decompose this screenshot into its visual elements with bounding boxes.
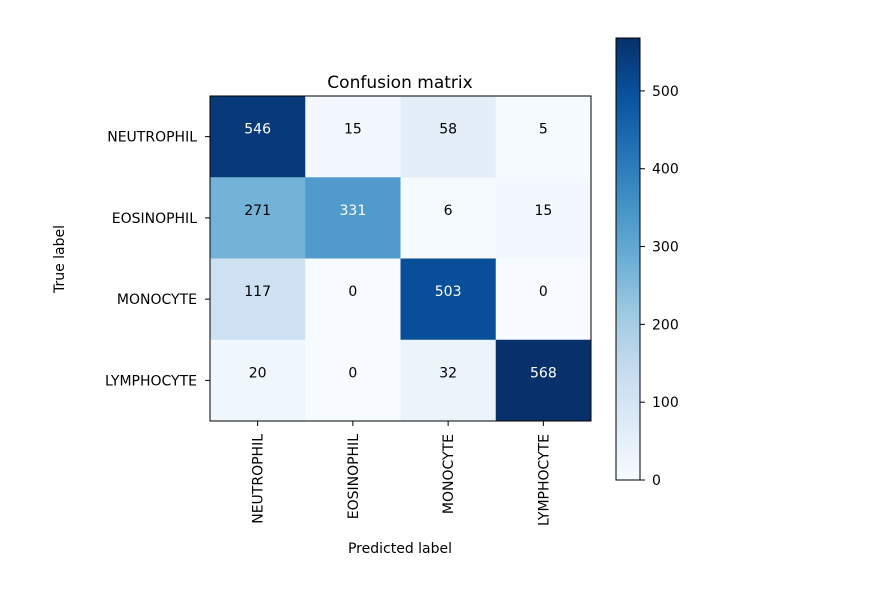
cell-value-label: 117 xyxy=(244,284,271,300)
heatmap-cell xyxy=(495,177,592,259)
heatmap-cell xyxy=(495,258,592,341)
y-tick-label: LYMPHOCYTE xyxy=(105,373,197,389)
heatmap-cell xyxy=(210,96,306,178)
cell-value-label: 5 xyxy=(539,122,548,138)
colorbar xyxy=(615,37,641,481)
y-axis-ticks: NEUTROPHIL EOSINOPHIL MONOCYTE LYMPHOCYTE xyxy=(105,130,210,389)
heatmap-cell xyxy=(400,96,497,178)
cell-value-label: 271 xyxy=(244,203,271,219)
colorbar-tick-label: 0 xyxy=(652,473,661,489)
heatmap-cell xyxy=(400,339,497,422)
chart-title: Confusion matrix xyxy=(327,73,472,93)
x-tick-label: NEUTROPHIL xyxy=(251,434,267,524)
cell-value-label: 0 xyxy=(348,284,357,300)
heatmap-frame xyxy=(209,95,592,422)
heatmap-cell xyxy=(495,96,592,178)
x-tick-label: LYMPHOCYTE xyxy=(536,434,552,526)
heatmap-cells xyxy=(210,96,592,422)
heatmap-cell xyxy=(305,258,401,341)
cell-value-label: 331 xyxy=(340,203,367,219)
cell-value-label: 20 xyxy=(249,365,267,381)
heatmap-cell xyxy=(400,177,497,259)
x-axis-label: Predicted label xyxy=(348,541,452,557)
y-axis-label: True label xyxy=(52,225,68,294)
x-tick-label: EOSINOPHIL xyxy=(346,434,362,519)
cell-value-label: 0 xyxy=(539,284,548,300)
colorbar-tick-label: 400 xyxy=(652,162,679,178)
heatmap-cell xyxy=(210,177,306,259)
heatmap-cell xyxy=(400,258,497,341)
y-tick-label: NEUTROPHIL xyxy=(107,130,197,146)
colorbar-tick-label: 300 xyxy=(652,240,679,256)
colorbar-ticks: 0 100 200 300 400 500 xyxy=(640,84,679,489)
heatmap-cell xyxy=(495,339,592,422)
heatmap-cell-labels: 546 15 58 5 271 331 6 15 117 0 503 0 20 0 32 568 xyxy=(244,122,556,382)
colorbar-tick-label: 100 xyxy=(652,395,679,411)
heatmap-cell xyxy=(305,96,401,178)
cell-value-label: 6 xyxy=(444,203,453,219)
cell-value-label: 503 xyxy=(435,284,462,300)
x-axis-ticks: NEUTROPHIL EOSINOPHIL MONOCYTE LYMPHOCYTE xyxy=(251,421,552,526)
cell-value-label: 58 xyxy=(439,122,457,138)
y-tick-label: MONOCYTE xyxy=(117,292,197,308)
heatmap-cell xyxy=(305,177,401,259)
heatmap-cell xyxy=(210,339,306,422)
x-tick-label: MONOCYTE xyxy=(441,434,457,514)
cell-value-label: 568 xyxy=(530,365,557,381)
cell-value-label: 546 xyxy=(244,122,271,138)
cell-value-label: 15 xyxy=(534,203,552,219)
heatmap-cell xyxy=(210,258,306,341)
cell-value-label: 0 xyxy=(348,365,357,381)
y-tick-label: EOSINOPHIL xyxy=(112,211,197,227)
colorbar-tick-label: 500 xyxy=(652,84,679,100)
colorbar-tick-label: 200 xyxy=(652,317,679,333)
cell-value-label: 32 xyxy=(439,365,457,381)
cell-value-label: 15 xyxy=(344,122,362,138)
heatmap-cell xyxy=(305,339,401,422)
